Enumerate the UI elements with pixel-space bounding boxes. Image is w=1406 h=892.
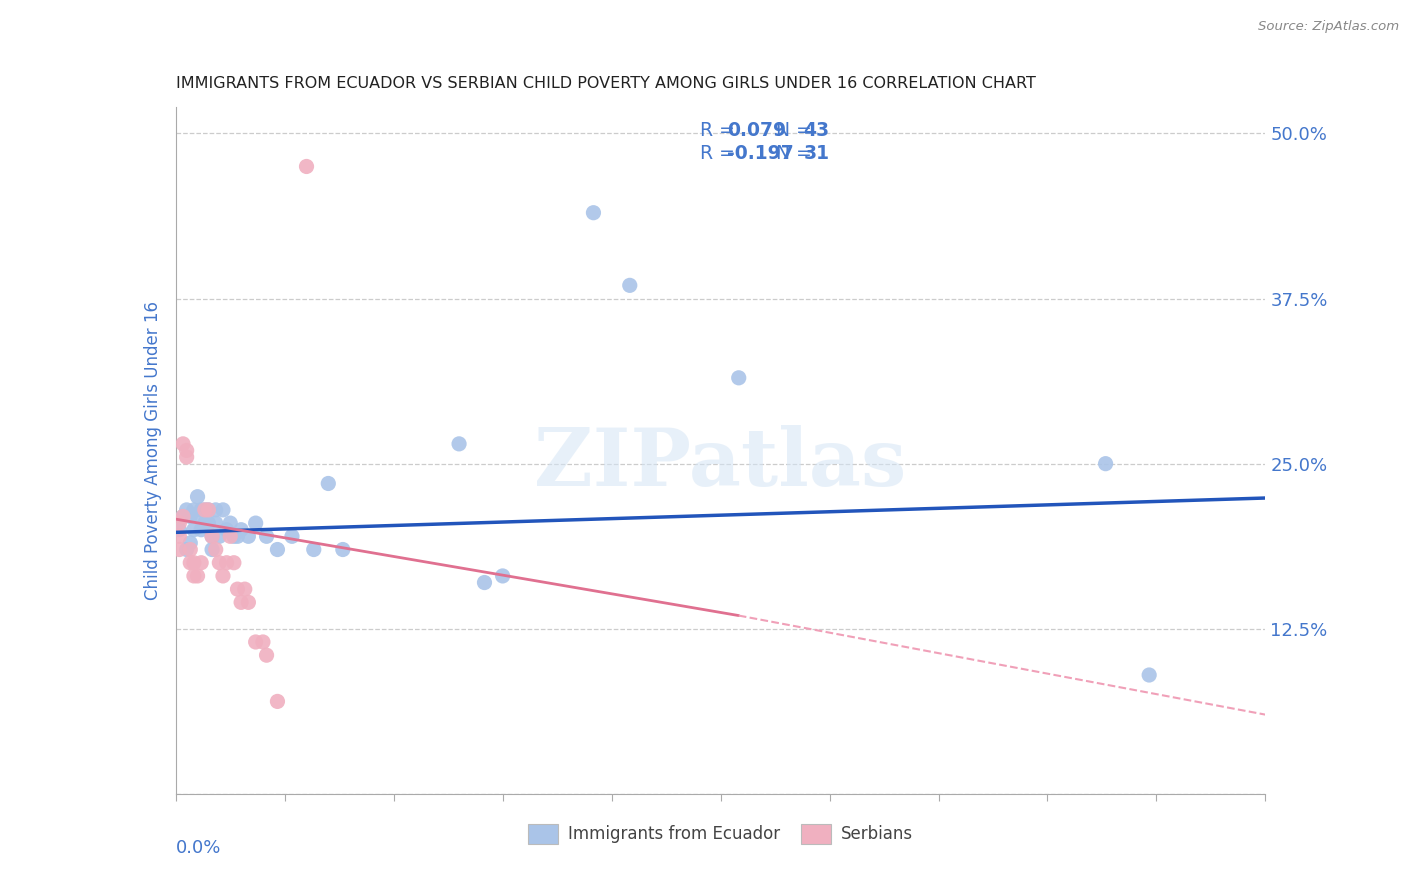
Point: [256, 648, 278, 663]
Point: [169, 542, 191, 557]
Point: [190, 523, 212, 537]
Point: [197, 516, 219, 530]
Point: [266, 694, 288, 708]
Point: [176, 443, 198, 458]
Point: [204, 516, 226, 530]
Text: 43: 43: [803, 121, 830, 140]
Point: [231, 595, 253, 609]
Point: [208, 529, 231, 543]
Point: [172, 509, 194, 524]
Text: 31: 31: [803, 145, 830, 163]
Point: [1094, 457, 1116, 471]
Point: [176, 503, 198, 517]
Point: [201, 529, 224, 543]
Point: [1137, 668, 1160, 682]
Point: [172, 509, 194, 524]
Point: [183, 569, 205, 583]
Point: [231, 523, 253, 537]
Point: [318, 476, 340, 491]
Point: [302, 542, 325, 557]
Text: Source: ZipAtlas.com: Source: ZipAtlas.com: [1258, 20, 1399, 33]
Point: [169, 523, 191, 537]
Point: [204, 542, 226, 557]
Text: 0.079: 0.079: [727, 121, 786, 140]
Text: R =: R =: [700, 145, 741, 163]
Point: [266, 542, 288, 557]
Point: [256, 529, 278, 543]
Point: [194, 503, 217, 517]
Point: [183, 556, 205, 570]
Point: [201, 542, 224, 557]
Point: [238, 529, 260, 543]
Point: [226, 582, 249, 596]
Text: ZIPatlas: ZIPatlas: [534, 425, 907, 503]
Point: [186, 569, 209, 583]
Point: [190, 503, 212, 517]
Point: [619, 278, 641, 293]
Point: [197, 503, 219, 517]
Point: [194, 503, 217, 517]
Text: R =: R =: [700, 121, 741, 140]
Point: [245, 635, 267, 649]
Point: [474, 575, 496, 590]
Point: [492, 569, 515, 583]
Point: [204, 503, 226, 517]
Point: [295, 160, 318, 174]
Legend: Immigrants from Ecuador, Serbians: Immigrants from Ecuador, Serbians: [522, 817, 920, 851]
Text: N =: N =: [776, 121, 818, 140]
Point: [190, 556, 212, 570]
Point: [176, 542, 198, 557]
Point: [186, 490, 209, 504]
Point: [179, 536, 201, 550]
Point: [281, 529, 304, 543]
Point: [233, 582, 256, 596]
Point: [169, 529, 191, 543]
Point: [226, 529, 249, 543]
Point: [245, 516, 267, 530]
Point: [179, 542, 201, 557]
Point: [219, 516, 242, 530]
Text: N =: N =: [776, 145, 818, 163]
Point: [169, 516, 191, 530]
Text: IMMIGRANTS FROM ECUADOR VS SERBIAN CHILD POVERTY AMONG GIRLS UNDER 16 CORRELATIO: IMMIGRANTS FROM ECUADOR VS SERBIAN CHILD…: [176, 76, 1036, 91]
Point: [179, 556, 201, 570]
Y-axis label: Child Poverty Among Girls Under 16: Child Poverty Among Girls Under 16: [143, 301, 162, 600]
Point: [194, 516, 217, 530]
Point: [212, 503, 235, 517]
Point: [238, 595, 260, 609]
Point: [215, 523, 238, 537]
Point: [208, 556, 231, 570]
Point: [186, 509, 209, 524]
Point: [727, 371, 749, 385]
Point: [176, 450, 198, 464]
Point: [197, 503, 219, 517]
Point: [332, 542, 354, 557]
Point: [222, 556, 245, 570]
Point: [212, 569, 235, 583]
Point: [215, 556, 238, 570]
Point: [582, 205, 605, 219]
Point: [222, 529, 245, 543]
Text: 0.0%: 0.0%: [176, 838, 221, 856]
Point: [219, 529, 242, 543]
Point: [179, 509, 201, 524]
Point: [447, 437, 470, 451]
Point: [183, 523, 205, 537]
Text: -0.197: -0.197: [727, 145, 794, 163]
Point: [252, 635, 274, 649]
Point: [201, 529, 224, 543]
Point: [183, 503, 205, 517]
Point: [172, 437, 194, 451]
